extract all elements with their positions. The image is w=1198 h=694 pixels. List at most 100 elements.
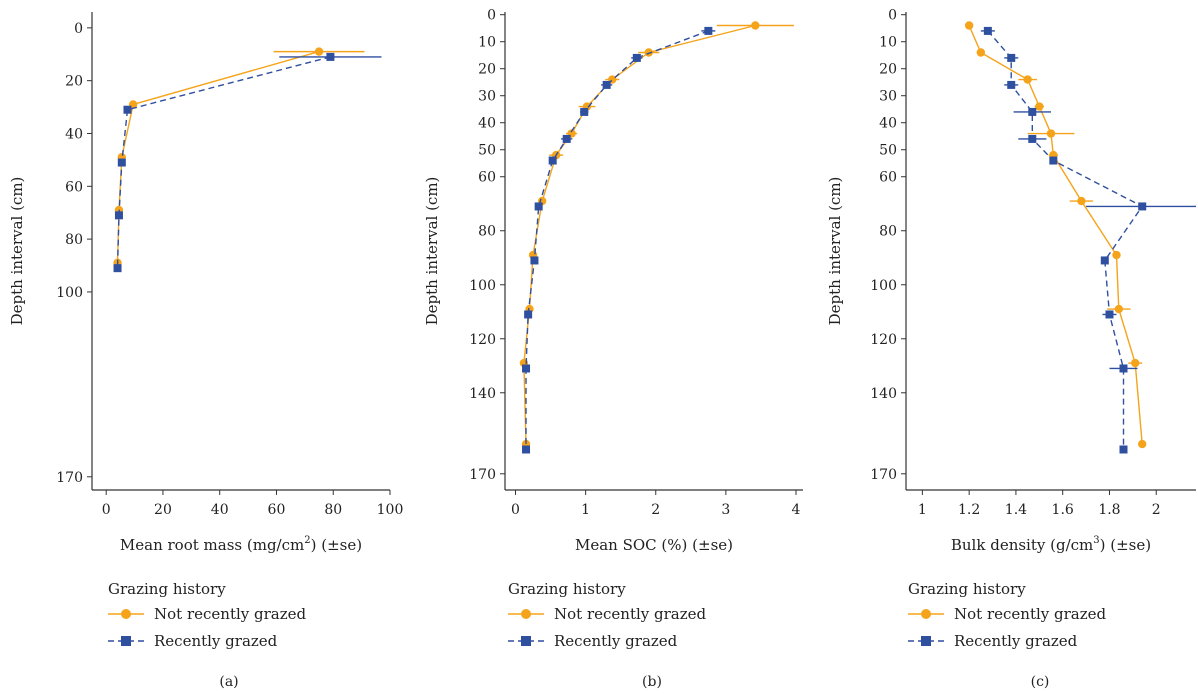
y-tick-label: 170	[469, 467, 496, 483]
y-tick-label: 100	[870, 278, 897, 294]
data-point	[704, 26, 713, 35]
x-axis-label-main: Mean SOC (%) (±se)	[575, 536, 733, 554]
data-point	[602, 80, 611, 89]
x-tick-label: 2	[651, 502, 660, 518]
legend: Grazing history Not recently grazed Recent…	[508, 580, 707, 650]
data-point	[548, 156, 557, 165]
data-point	[632, 53, 641, 62]
data-point	[113, 264, 122, 273]
legend-marker	[121, 609, 131, 619]
series-line	[987, 30, 1144, 450]
y-tick-label: 80	[879, 224, 897, 240]
x-axis-label-rest: ) (±se)	[1100, 536, 1151, 554]
legend-title: Grazing history	[108, 580, 226, 598]
x-axis-label: Mean SOC (%) (±se)	[575, 536, 733, 554]
y-tick-label: 50	[478, 143, 496, 159]
x-tick-label: 1.8	[1098, 502, 1120, 518]
series-not-recently-grazed	[519, 21, 794, 449]
legend-title: Grazing history	[508, 580, 626, 598]
y-tick-label: 20	[478, 62, 496, 78]
series-recently-grazed	[522, 26, 716, 454]
data-point	[1028, 107, 1037, 116]
x-tick-label: 1	[581, 502, 590, 518]
data-point	[534, 202, 543, 211]
data-point	[314, 47, 324, 56]
x-tick-label: 1.2	[958, 502, 980, 518]
series-recently-grazed	[113, 52, 382, 273]
legend-marker	[921, 609, 931, 619]
y-tick-label: 10	[879, 35, 897, 51]
y-tick-label: 40	[478, 116, 496, 132]
legend-label: Not recently grazed	[154, 605, 307, 623]
y-tick-label: 120	[870, 332, 897, 348]
panel-a: 0 20 40 60 80 100 170 0 20 40 60 80 100 Depth interva…	[8, 12, 403, 690]
y-tick-label: 80	[478, 224, 496, 240]
series-line	[968, 25, 1143, 445]
data-point	[1119, 364, 1128, 373]
y-tick-label: 170	[56, 470, 83, 486]
data-point	[1077, 196, 1086, 206]
data-point	[983, 26, 992, 35]
legend-title: Grazing history	[908, 580, 1026, 598]
y-tick-label: 40	[65, 126, 83, 142]
y-tick-label: 140	[469, 386, 496, 402]
y-tick-label: 0	[487, 8, 496, 24]
data-point	[644, 48, 653, 57]
x-axis-label: Mean root mass (mg/cm2) (±se)	[120, 535, 362, 554]
legend-marker	[121, 636, 131, 646]
x-tick-label: 40	[211, 502, 229, 518]
data-point	[1130, 358, 1140, 368]
y-tick-label: 20	[879, 62, 897, 78]
data-point	[751, 21, 760, 30]
data-point	[1105, 310, 1114, 319]
y-tick-label: 100	[469, 278, 496, 294]
panel-b: 0 10 20 30 40 50 60 80 100 120 140 170 0 1 2 3 4 Depth in…	[423, 8, 803, 690]
x-tick-label: 0	[102, 502, 111, 518]
series-line	[525, 30, 709, 450]
data-point	[1119, 445, 1128, 454]
legend-marker	[921, 636, 931, 646]
data-point	[1023, 75, 1032, 84]
y-axis-label: Depth interval (cm)	[826, 177, 844, 326]
data-point	[1046, 129, 1056, 138]
y-tick-label: 0	[888, 8, 897, 24]
x-tick-label: 3	[721, 502, 730, 518]
data-point	[1100, 256, 1109, 265]
y-tick-label: 50	[879, 143, 897, 159]
legend: Grazing history Not recently grazed Recent…	[908, 580, 1107, 650]
legend-label: Recently grazed	[554, 632, 678, 650]
x-axis-label-main: Mean root mass (mg/cm	[120, 536, 304, 554]
data-point	[117, 158, 126, 167]
series-line	[116, 50, 320, 263]
x-tick-label: 80	[324, 502, 342, 518]
data-point	[326, 52, 335, 61]
x-tick-label: 1	[918, 502, 927, 518]
y-tick-label: 30	[478, 89, 496, 105]
panel-label: (a)	[219, 674, 238, 690]
data-point	[1138, 202, 1147, 211]
legend-label: Recently grazed	[954, 632, 1078, 650]
x-axis-label-main: Bulk density (g/cm	[951, 536, 1093, 554]
data-point	[1049, 156, 1058, 165]
panel-c: 0 10 20 30 40 50 60 80 100 120 140 170 1 1.2 1.4 1.6 1.8…	[826, 8, 1196, 690]
data-point	[114, 211, 123, 220]
y-tick-label: 60	[478, 170, 496, 186]
x-tick-label: 0	[511, 502, 520, 518]
legend-label: Recently grazed	[154, 632, 278, 650]
data-point	[1114, 304, 1124, 314]
y-tick-label: 20	[65, 74, 83, 90]
y-tick-label: 120	[469, 332, 496, 348]
data-point	[976, 48, 986, 57]
series-not-recently-grazed	[113, 47, 365, 268]
x-axis-label-rest: ) (±se)	[311, 536, 362, 554]
data-point	[1007, 80, 1016, 89]
x-tick-label: 100	[377, 502, 404, 518]
y-axis-label: Depth interval (cm)	[423, 177, 441, 326]
x-tick-label: 20	[154, 502, 172, 518]
y-tick-label: 60	[65, 179, 83, 195]
y-tick-label: 0	[74, 21, 83, 37]
data-point	[1035, 102, 1044, 111]
legend-label: Not recently grazed	[954, 605, 1107, 623]
y-axis-label: Depth interval (cm)	[8, 177, 26, 326]
